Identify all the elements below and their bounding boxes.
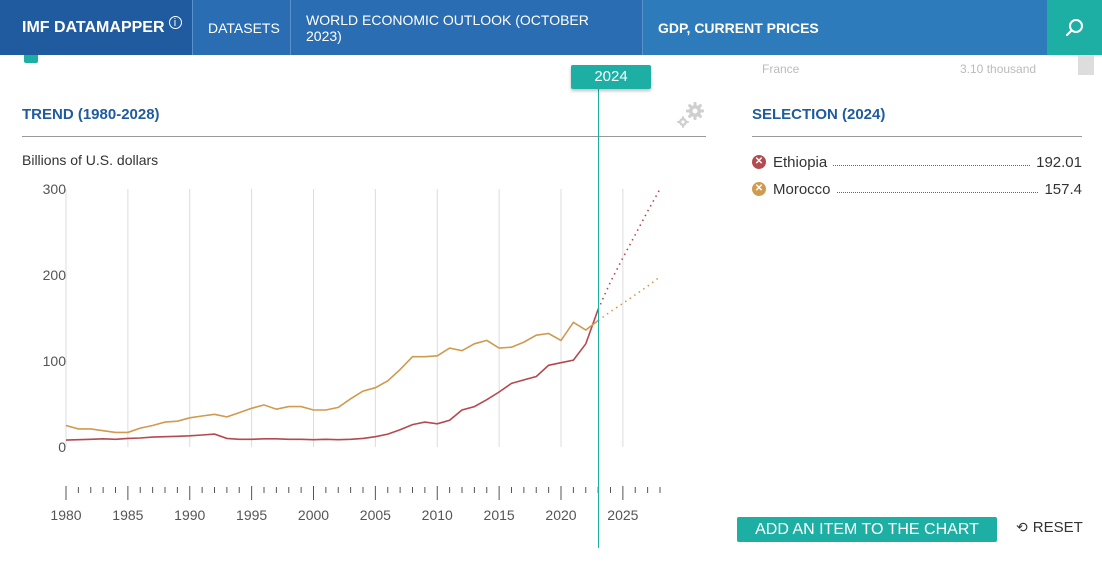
reset-button[interactable]: ⟲ RESET	[1016, 519, 1083, 536]
x-tick-label: 2025	[607, 507, 638, 523]
selected-year-badge[interactable]: 2024	[571, 65, 651, 89]
trend-title: TREND (1980-2028)	[22, 106, 160, 123]
nav-datasets[interactable]: DATASETS	[193, 0, 291, 55]
x-tick-label: 1980	[50, 507, 81, 523]
x-tick-label: 1985	[112, 507, 143, 523]
gear-icon[interactable]	[676, 101, 706, 129]
x-tick-label: 1990	[174, 507, 205, 523]
reset-label: RESET	[1032, 519, 1083, 536]
leader-dots	[836, 191, 1039, 193]
series-line-ethiopia	[65, 309, 599, 441]
ranking-country: France	[762, 62, 800, 76]
selection-item[interactable]: ✕ Morocco 157.4	[752, 179, 1082, 199]
search-icon	[1065, 18, 1083, 36]
series-line-morocco	[65, 319, 599, 434]
nav-indicator[interactable]: GDP, CURRENT PRICES	[643, 0, 1047, 55]
y-tick-label: 300	[43, 181, 67, 197]
brand-title: IMF DATAMAPPER	[22, 18, 165, 36]
y-axis-units: Billions of U.S. dollars	[22, 152, 159, 168]
divider	[752, 136, 1082, 137]
search-button[interactable]	[1047, 0, 1102, 55]
y-tick-label: 100	[43, 353, 67, 369]
selection-value: 192.01	[1036, 153, 1082, 171]
x-tick-label: 2005	[360, 507, 391, 523]
selection-country: Ethiopia	[773, 153, 828, 171]
y-tick-label: 200	[43, 267, 67, 283]
top-nav: IMF DATAMAPPER i DATASETS WORLD ECONOMIC…	[0, 0, 1102, 55]
reset-icon: ⟲	[1016, 519, 1028, 535]
remove-icon[interactable]: ✕	[752, 182, 766, 196]
scrollbar[interactable]	[1078, 55, 1094, 75]
play-button[interactable]	[24, 55, 38, 63]
x-tick-label: 1995	[236, 507, 267, 523]
series-projection-ethiopia	[597, 188, 661, 310]
leader-dots	[833, 164, 1031, 166]
ranking-value: 3.10 thousand	[960, 62, 1037, 76]
series-projection-morocco	[597, 276, 661, 322]
divider	[22, 136, 706, 137]
selection-country: Morocco	[773, 180, 831, 198]
remove-icon[interactable]: ✕	[752, 155, 766, 169]
x-tick-label: 2015	[484, 507, 515, 523]
chart-series	[65, 188, 661, 441]
chart-axes: 0 100 200 300 1980 1985 1990 1995 2000 2005 2010 20…	[43, 181, 661, 523]
x-tick-label: 2000	[298, 507, 329, 523]
nav-dataset-name[interactable]: WORLD ECONOMIC OUTLOOK (OCTOBER 2023)	[291, 0, 643, 55]
y-tick-label: 0	[58, 439, 66, 455]
x-tick-label: 2010	[422, 507, 453, 523]
x-tick-label: 2020	[545, 507, 576, 523]
add-item-button[interactable]: ADD AN ITEM TO THE CHART	[737, 517, 997, 542]
brand-logo[interactable]: IMF DATAMAPPER i	[0, 0, 193, 55]
selection-item[interactable]: ✕ Ethiopia 192.01	[752, 152, 1082, 172]
selection-value: 157.4	[1044, 180, 1082, 198]
selection-title: SELECTION (2024)	[752, 106, 886, 123]
chart-grid	[65, 189, 624, 447]
info-icon[interactable]: i	[168, 16, 182, 29]
